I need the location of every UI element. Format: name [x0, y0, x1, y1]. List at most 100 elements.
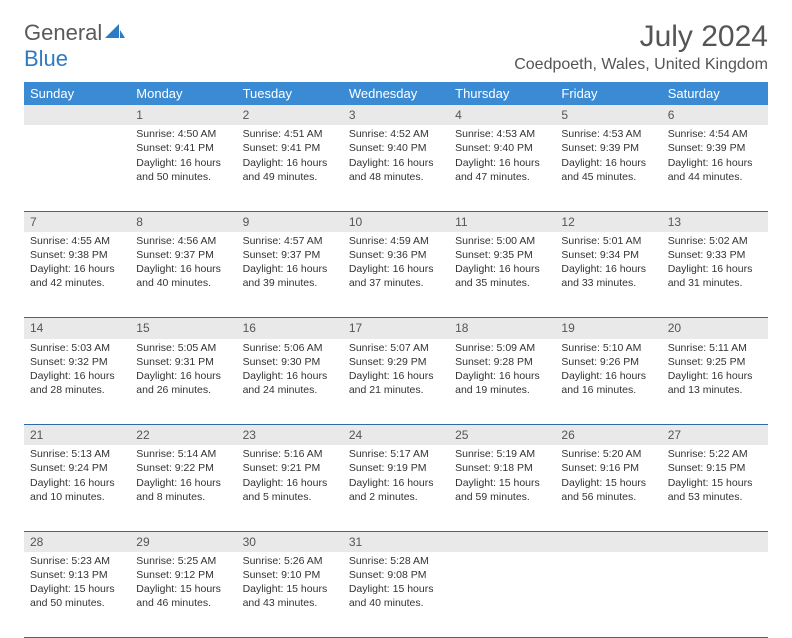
daylight-text-2: and 47 minutes.	[455, 170, 549, 184]
dow-wednesday: Wednesday	[343, 82, 449, 105]
day-cell: Sunrise: 5:03 AMSunset: 9:32 PMDaylight:…	[24, 339, 130, 425]
detail-row: Sunrise: 4:50 AMSunset: 9:41 PMDaylight:…	[24, 125, 768, 211]
sunrise-text: Sunrise: 5:11 AM	[668, 341, 762, 355]
day-cell: Sunrise: 4:50 AMSunset: 9:41 PMDaylight:…	[130, 125, 236, 211]
dow-header-row: Sunday Monday Tuesday Wednesday Thursday…	[24, 82, 768, 105]
daylight-text-2: and 50 minutes.	[136, 170, 230, 184]
sunset-text: Sunset: 9:38 PM	[30, 248, 124, 262]
day-number: 3	[343, 105, 449, 125]
daylight-text-2: and 26 minutes.	[136, 383, 230, 397]
day-cell	[24, 125, 130, 211]
day-cell: Sunrise: 5:19 AMSunset: 9:18 PMDaylight:…	[449, 445, 555, 531]
day-cell: Sunrise: 5:23 AMSunset: 9:13 PMDaylight:…	[24, 552, 130, 638]
sunset-text: Sunset: 9:10 PM	[243, 568, 337, 582]
daylight-text-2: and 44 minutes.	[668, 170, 762, 184]
sunrise-text: Sunrise: 5:26 AM	[243, 554, 337, 568]
sunset-text: Sunset: 9:34 PM	[561, 248, 655, 262]
daynum-row: 28293031	[24, 532, 768, 552]
day-cell: Sunrise: 4:54 AMSunset: 9:39 PMDaylight:…	[662, 125, 768, 211]
sunrise-text: Sunrise: 4:50 AM	[136, 127, 230, 141]
day-number: 17	[343, 318, 449, 338]
day-number: 11	[449, 212, 555, 232]
daylight-text-1: Daylight: 16 hours	[136, 369, 230, 383]
daylight-text-2: and 35 minutes.	[455, 276, 549, 290]
daylight-text-1: Daylight: 16 hours	[349, 156, 443, 170]
day-number: 31	[343, 532, 449, 552]
day-number	[449, 532, 555, 552]
calendar-table: Sunday Monday Tuesday Wednesday Thursday…	[24, 82, 768, 638]
sunrise-text: Sunrise: 4:53 AM	[455, 127, 549, 141]
title-block: July 2024 Coedpoeth, Wales, United Kingd…	[514, 20, 768, 74]
day-cell: Sunrise: 4:57 AMSunset: 9:37 PMDaylight:…	[237, 232, 343, 318]
day-number: 2	[237, 105, 343, 125]
day-cell: Sunrise: 5:17 AMSunset: 9:19 PMDaylight:…	[343, 445, 449, 531]
sunset-text: Sunset: 9:40 PM	[455, 141, 549, 155]
dow-thursday: Thursday	[449, 82, 555, 105]
daylight-text-1: Daylight: 16 hours	[243, 369, 337, 383]
daylight-text-2: and 8 minutes.	[136, 490, 230, 504]
day-cell: Sunrise: 5:13 AMSunset: 9:24 PMDaylight:…	[24, 445, 130, 531]
detail-row: Sunrise: 5:23 AMSunset: 9:13 PM Daylight:…	[24, 552, 768, 638]
dow-monday: Monday	[130, 82, 236, 105]
daylight-text-1: Daylight: 16 hours	[136, 476, 230, 490]
daylight-text-1: Daylight: 15 hours	[243, 582, 337, 596]
daylight-text-2: and 45 minutes.	[561, 170, 655, 184]
sunset-text: Sunset: 9:40 PM	[349, 141, 443, 155]
daynum-row: 14151617181920	[24, 318, 768, 338]
day-cell: Sunrise: 4:59 AMSunset: 9:36 PMDaylight:…	[343, 232, 449, 318]
logo-sail-icon	[105, 24, 125, 40]
sunrise-text: Sunrise: 5:23 AM	[30, 554, 124, 568]
day-number: 12	[555, 212, 661, 232]
sunset-text: Sunset: 9:37 PM	[243, 248, 337, 262]
daylight-text-1: Daylight: 16 hours	[668, 156, 762, 170]
day-cell: Sunrise: 4:55 AMSunset: 9:38 PMDaylight:…	[24, 232, 130, 318]
dow-saturday: Saturday	[662, 82, 768, 105]
daylight-text-1: Daylight: 16 hours	[30, 476, 124, 490]
sunset-text: Sunset: 9:29 PM	[349, 355, 443, 369]
daylight-text-2: and 13 minutes.	[668, 383, 762, 397]
sunrise-text: Sunrise: 5:14 AM	[136, 447, 230, 461]
daylight-text-2: and 16 minutes.	[561, 383, 655, 397]
daylight-text-1: Daylight: 16 hours	[30, 369, 124, 383]
sunset-text: Sunset: 9:08 PM	[349, 568, 443, 582]
day-number: 1	[130, 105, 236, 125]
sunset-text: Sunset: 9:13 PM	[30, 568, 124, 582]
day-cell: Sunrise: 4:52 AMSunset: 9:40 PMDaylight:…	[343, 125, 449, 211]
sunrise-text: Sunrise: 4:55 AM	[30, 234, 124, 248]
day-cell: Sunrise: 5:10 AMSunset: 9:26 PMDaylight:…	[555, 339, 661, 425]
daylight-text-1: Daylight: 15 hours	[136, 582, 230, 596]
daylight-text-2: and 19 minutes.	[455, 383, 549, 397]
day-number: 21	[24, 425, 130, 445]
day-number: 22	[130, 425, 236, 445]
logo-part1: General	[24, 20, 102, 45]
logo: General Blue	[24, 20, 125, 72]
day-number: 18	[449, 318, 555, 338]
daylight-text-2: and 2 minutes.	[349, 490, 443, 504]
day-number: 20	[662, 318, 768, 338]
daylight-text-1: Daylight: 15 hours	[561, 476, 655, 490]
day-number: 27	[662, 425, 768, 445]
sunset-text: Sunset: 9:28 PM	[455, 355, 549, 369]
sunrise-text: Sunrise: 4:52 AM	[349, 127, 443, 141]
daylight-text-1: Daylight: 16 hours	[136, 262, 230, 276]
daylight-text-1: Daylight: 15 hours	[455, 476, 549, 490]
logo-part2: Blue	[24, 46, 68, 71]
day-number: 30	[237, 532, 343, 552]
daylight-text-1: Daylight: 16 hours	[349, 262, 443, 276]
day-cell: Sunrise: 5:25 AMSunset: 9:12 PMDaylight:…	[130, 552, 236, 638]
dow-friday: Friday	[555, 82, 661, 105]
day-number: 7	[24, 212, 130, 232]
day-cell: Sunrise: 5:00 AMSunset: 9:35 PMDaylight:…	[449, 232, 555, 318]
daylight-text-2: and 37 minutes.	[349, 276, 443, 290]
daynum-row: 21222324252627	[24, 425, 768, 445]
daylight-text-2: and 10 minutes.	[30, 490, 124, 504]
sunrise-text: Sunrise: 4:53 AM	[561, 127, 655, 141]
day-number: 14	[24, 318, 130, 338]
sunrise-text: Sunrise: 5:25 AM	[136, 554, 230, 568]
day-number: 24	[343, 425, 449, 445]
sunrise-text: Sunrise: 5:00 AM	[455, 234, 549, 248]
logo-text: General Blue	[24, 20, 125, 72]
sunrise-text: Sunrise: 5:09 AM	[455, 341, 549, 355]
sunset-text: Sunset: 9:30 PM	[243, 355, 337, 369]
day-number	[555, 532, 661, 552]
